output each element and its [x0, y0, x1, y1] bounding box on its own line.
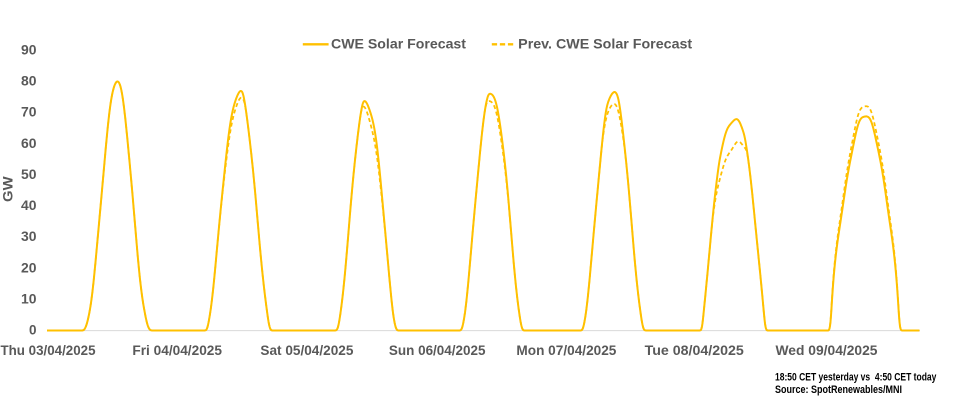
svg-text:18:50 CET yesterday vs 4:50 C: 18:50 CET yesterday vs 4:50 CET today [775, 372, 937, 384]
svg-text:Source: SpotRenewables/MNI: Source: SpotRenewables/MNI [775, 384, 902, 396]
svg-text:90: 90 [21, 42, 37, 57]
svg-text:50: 50 [21, 167, 37, 182]
svg-text:70: 70 [21, 105, 37, 120]
svg-text:Tue 08/04/2025: Tue 08/04/2025 [645, 342, 744, 358]
svg-text:CWE Solar Forecast: CWE Solar Forecast [331, 35, 466, 51]
svg-text:GW: GW [1, 176, 16, 202]
svg-text:60: 60 [21, 136, 37, 151]
svg-text:20: 20 [21, 260, 37, 275]
svg-text:40: 40 [21, 198, 37, 213]
svg-text:30: 30 [21, 229, 37, 244]
svg-text:Sat 05/04/2025: Sat 05/04/2025 [260, 342, 353, 358]
svg-text:10: 10 [21, 291, 37, 306]
svg-text:Sun 06/04/2025: Sun 06/04/2025 [389, 342, 486, 358]
svg-text:80: 80 [21, 74, 37, 89]
svg-text:Fri 04/04/2025: Fri 04/04/2025 [132, 342, 222, 358]
svg-text:0: 0 [29, 323, 37, 338]
svg-text:Prev. CWE Solar Forecast: Prev. CWE Solar Forecast [518, 35, 692, 51]
svg-text:Thu 03/04/2025: Thu 03/04/2025 [1, 342, 96, 358]
svg-text:Wed 09/04/2025: Wed 09/04/2025 [776, 342, 878, 358]
svg-text:Mon 07/04/2025: Mon 07/04/2025 [516, 342, 616, 358]
